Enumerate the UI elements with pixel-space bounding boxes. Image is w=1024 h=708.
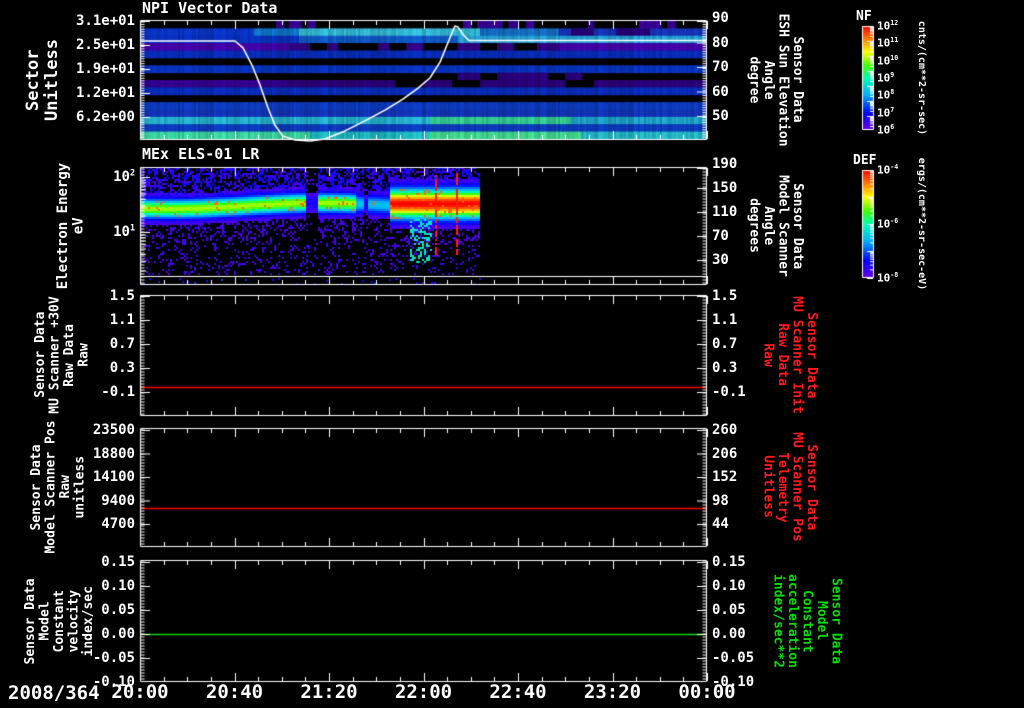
x-tick-label: 22:40 [489,681,547,703]
x-tick-label: 20:40 [205,681,264,703]
y-tick-left-p5: -0.05 [92,650,135,666]
y-tick-right-p3: 1.1 [712,312,738,328]
y-tick-right-p1: 80 [712,34,729,51]
y-tick-left-p3: 0.7 [109,336,135,352]
colorbar-nf-tick: 109 [877,70,895,85]
panel2-title: MEx ELS-01 LR [142,145,260,163]
y-tick-left-p3: 0.3 [109,360,135,376]
x-axis-date-label: 2008/364 [8,682,100,704]
y-tick-left-p1: 1.2e+01 [75,85,135,101]
panel4-left-axis-label: Sensor Data Model Scanner Pos Raw unitle… [29,420,88,554]
y-tick-left-p4: 4700 [101,516,135,532]
y-tick-right-p2: 190 [712,156,738,172]
y-tick-right-p4: 152 [712,469,738,485]
y-tick-right-p4: 44 [712,516,729,532]
y-tick-right-p2: 70 [712,228,729,244]
panel3-left-axis-label: Sensor Data MU Scanner +30V Raw Data Raw [33,296,92,414]
y-tick-left-p1: 1.9e+01 [75,61,135,77]
y-tick-left-p5: 0.10 [101,578,135,594]
y-tick-right-p2: 110 [712,204,738,220]
y-tick-left-p3: 1.1 [109,312,135,328]
colorbar-nf-units: cnts/(cm**2-sr-sec) [916,20,928,136]
y-tick-right-p5: 0.10 [712,578,746,594]
y-tick-left-p3: 1.5 [109,288,135,304]
y-tick-right-p3: 0.3 [712,360,738,376]
y-tick-right-p1: 70 [712,59,729,75]
y-tick-left-p2: 102 [113,167,135,185]
y-tick-right-p4: 98 [712,492,729,509]
colorbar-nf-tick: 1012 [877,18,899,33]
y-tick-right-p5: 0.00 [712,626,746,642]
y-tick-right-p3: -0.1 [712,384,746,400]
x-tick-label: 21:20 [300,681,358,703]
y-tick-left-p4: 14100 [92,469,135,485]
y-tick-right-p3: 0.7 [712,336,738,352]
panel2-right-axis-label: Sensor Data Model Scanner Angle degrees [746,175,806,277]
panel1-left-axis-label: Sector Unitless [23,39,63,121]
colorbar-nf-title: NF [856,9,872,24]
y-tick-right-p2: 150 [712,180,738,196]
y-tick-left-p4: 9400 [101,492,135,509]
y-tick-right-p3: 1.5 [712,288,738,304]
colorbar-nf-tick: 1011 [877,36,899,50]
panel2-left-axis-label: Electron Energy eV [55,162,87,290]
y-tick-right-p1: 60 [712,83,729,100]
y-tick-left-p2: 101 [113,222,135,240]
colorbar-def-units: ergs/(cm**2-sr-sec-eV) [916,157,928,291]
x-tick-label: 20:00 [111,681,169,703]
y-tick-right-p5: -0.10 [712,674,755,690]
panel5-right-axis-label: Sensor Data Model Constant acceleration … [770,574,844,668]
y-tick-left-p1: 3.1e+01 [75,13,135,29]
y-tick-left-p5: 0.15 [101,554,135,570]
colorbar-def-tick: 10-6 [877,216,899,231]
colorbar-nf-tick: 108 [877,88,895,102]
colorbar-nf-tick: 106 [877,122,895,137]
y-tick-right-p5: 0.05 [712,602,746,618]
y-tick-right-p5: 0.15 [712,554,746,570]
y-tick-left-p5: -0.10 [92,674,135,690]
panel1-right-axis-label: Sensor Data ESH Sun Elevation Angle degr… [746,13,806,147]
y-tick-left-p1: 6.2e+00 [75,109,135,125]
panel4-right-axis-label: Sensor Data MU Scanner Pos Telemetry Uni… [760,432,820,542]
panel3-right-axis-label: Sensor Data MU Scanner Init Raw Data Raw [760,296,820,414]
panel5-left-axis-label: Sensor Data Model Constant velocity inde… [23,577,97,665]
y-tick-left-p4: 18800 [92,445,135,462]
y-tick-left-p5: 0.00 [101,626,135,642]
y-tick-left-p3: -0.1 [101,384,135,400]
y-tick-right-p4: 260 [712,422,738,438]
colorbar-nf-tick: 1010 [877,53,899,68]
y-tick-left-p5: 0.05 [101,602,135,618]
x-tick-label: 23:20 [583,681,642,703]
y-tick-right-p5: -0.05 [712,650,755,666]
y-tick-right-p1: 50 [712,108,729,124]
x-tick-label: 22:00 [394,681,453,703]
colorbar-def-tick: 10-4 [877,162,899,177]
y-tick-right-p2: 30 [712,252,729,268]
y-tick-right-p4: 206 [712,445,738,462]
colorbar-def-title: DEF [853,153,877,168]
colorbar-def-tick: 10-8 [877,270,899,285]
y-tick-left-p4: 23500 [92,422,135,438]
y-tick-left-p1: 2.5e+01 [75,37,135,53]
colorbar-nf-tick: 107 [877,105,895,120]
x-tick-label: 00:00 [678,681,736,703]
panel1-title: NPI Vector Data [142,0,278,17]
y-tick-right-p1: 90 [712,10,729,26]
